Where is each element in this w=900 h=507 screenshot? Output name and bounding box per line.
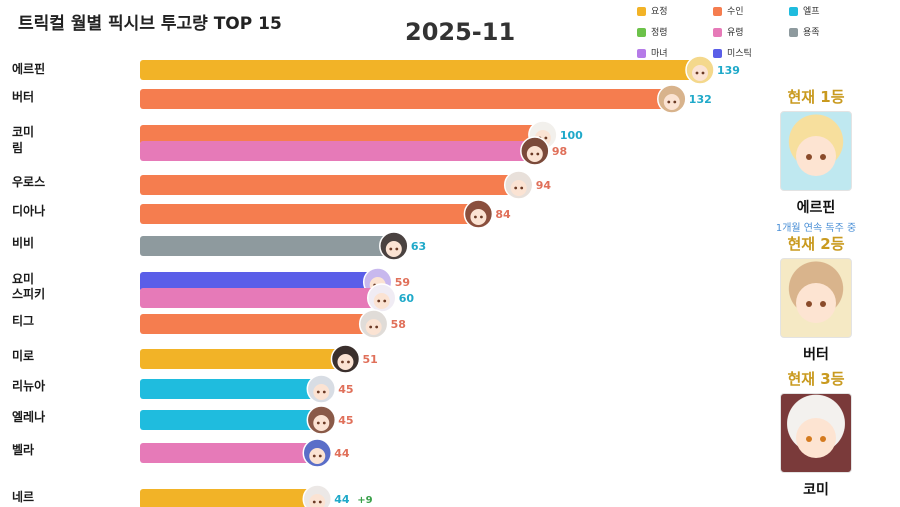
rank-first-portrait (780, 111, 852, 191)
bar-value-4: 98 (552, 145, 567, 158)
rank-second-card: 현재 2등 버터 (760, 233, 872, 364)
bar-value-10: 58 (391, 318, 406, 331)
legend-swatch (637, 7, 646, 16)
bar-value-2: 132 (689, 93, 712, 106)
legend-item-spirit: 정령 (637, 25, 668, 38)
bar-value-11: 51 (362, 353, 377, 366)
bar-change-15: +9 (357, 495, 372, 506)
character-avatar (306, 374, 337, 404)
bar-value-7: 63 (411, 240, 426, 253)
bar-13 (140, 410, 322, 430)
period-label: 2025-11 (405, 18, 516, 46)
rank-first-title: 현재 1등 (787, 88, 845, 106)
legend-swatch (713, 28, 722, 37)
bar-11 (140, 349, 346, 369)
character-avatar (503, 170, 534, 200)
bar-12 (140, 379, 322, 399)
bar-label-15: 네르 (12, 489, 34, 504)
rank-first-card: 현재 1등 에르핀 1개월 연속 독주 중 (760, 86, 872, 234)
bar-value-14: 44 (334, 447, 350, 460)
legend-swatch (789, 28, 798, 37)
bar-value-1: 139 (717, 64, 740, 77)
bar-3 (140, 125, 543, 145)
rank-second-title: 현재 2등 (787, 235, 845, 253)
rank-first-name: 에르핀 (796, 200, 836, 216)
bar-label-11: 미로 (12, 348, 34, 363)
legend-swatch (713, 49, 722, 58)
bar-label-4: 림 (12, 141, 23, 155)
bar-value-8: 59 (395, 276, 410, 289)
character-avatar (520, 136, 550, 166)
legend-item-mystic: 미스틱 (713, 46, 752, 59)
character-avatar (685, 55, 715, 85)
legend-item-ghost: 유령 (713, 25, 744, 38)
bar-7 (140, 236, 394, 256)
bar-10 (140, 314, 374, 334)
character-avatar (379, 231, 409, 261)
bar-value-6: 84 (495, 208, 511, 221)
chart-title: 트릭컬 월별 픽시브 투고량 TOP 15 (18, 14, 282, 34)
bar-value-12: 45 (338, 383, 353, 396)
bar-value-9: 60 (399, 292, 415, 305)
legend-swatch (637, 28, 646, 37)
rank-third-name: 코미 (803, 482, 829, 498)
bar-6 (140, 204, 479, 224)
rank-second-name: 버터 (803, 347, 829, 363)
bar-15 (140, 489, 318, 507)
bar-value-3: 100 (560, 129, 583, 142)
bar-label-10: 티그 (12, 313, 34, 328)
character-avatar (330, 344, 361, 374)
bar-2 (140, 89, 672, 109)
character-avatar (302, 484, 333, 507)
bar-label-9: 스피키 (12, 286, 45, 301)
legend-item-fairy: 요정 (637, 4, 668, 17)
bar-label-5: 우로스 (12, 175, 45, 189)
character-avatar (366, 283, 397, 313)
legend-swatch (637, 49, 646, 58)
rank-third-portrait (780, 393, 852, 473)
legend-item-dragon: 용족 (789, 25, 820, 38)
bar-14 (140, 443, 318, 463)
legend-item-witch: 마녀 (637, 46, 668, 59)
bar-label-6: 디아나 (12, 203, 45, 218)
bar-4 (140, 141, 535, 161)
bar-label-2: 버터 (12, 89, 34, 104)
legend-item-beast: 수인 (713, 4, 744, 17)
character-avatar (306, 405, 337, 435)
bar-1 (140, 60, 700, 80)
rank-third-title: 현재 3등 (787, 370, 845, 388)
character-avatar (358, 309, 389, 339)
rank-first-streak: 1개월 연속 독주 중 (775, 223, 857, 234)
bar-label-8: 요미 (12, 271, 34, 286)
rank-second-portrait (780, 258, 852, 338)
rank-third-card: 현재 3등 코미 (760, 368, 872, 499)
bar-value-13: 45 (338, 414, 353, 427)
bar-9 (140, 288, 382, 308)
bar-label-12: 리뉴아 (12, 378, 45, 393)
bar-label-1: 에르핀 (12, 61, 45, 76)
character-avatar (463, 199, 494, 229)
bar-label-13: 엘레나 (12, 409, 45, 424)
character-avatar (657, 84, 687, 114)
bar-value-5: 94 (536, 179, 552, 192)
bar-5 (140, 175, 519, 195)
bar-8 (140, 272, 378, 292)
bar-label-14: 벨라 (12, 442, 34, 457)
bar-label-3: 코미 (12, 124, 34, 139)
legend-swatch (789, 7, 798, 16)
bar-value-15: 44 (334, 493, 350, 506)
legend-item-elf: 엘프 (789, 4, 820, 17)
character-avatar (302, 438, 333, 468)
bar-label-7: 비비 (12, 235, 34, 250)
legend-swatch (713, 7, 722, 16)
